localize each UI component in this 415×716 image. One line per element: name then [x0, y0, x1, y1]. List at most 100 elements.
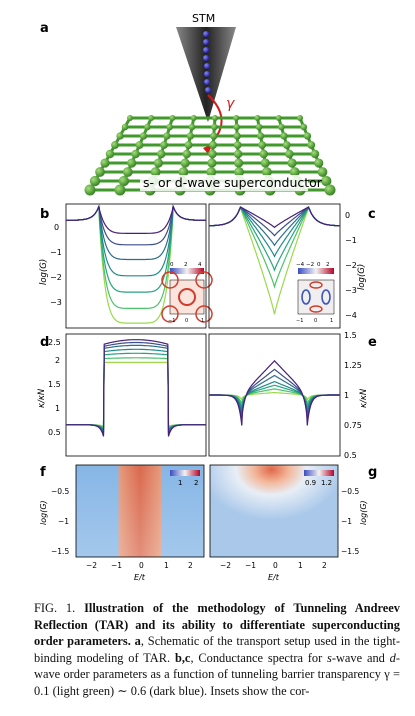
lattice-atom	[260, 158, 270, 168]
f-ytick-1: −1	[58, 517, 69, 526]
d-ylabel: κ/κN	[37, 388, 47, 408]
e-ytick-2: 1	[344, 391, 349, 400]
lattice-atom	[285, 149, 294, 159]
c-inset-tick-1: −2	[306, 262, 314, 268]
f-ylabel: log(G)	[39, 500, 48, 525]
lattice-atom	[139, 132, 148, 140]
lattice-atom	[178, 167, 189, 177]
panel-b-curves	[66, 204, 206, 324]
lattice-atom	[234, 167, 244, 177]
c-ylabel: log(G)	[357, 264, 367, 290]
c-inset-tick-2: 0	[317, 262, 321, 268]
lattice-atom	[234, 158, 244, 168]
caption-bc-text-2: -wave and	[331, 650, 390, 665]
lattice-atom	[233, 149, 243, 159]
panel-g-xticks: −2 −1 0 1 2	[220, 561, 327, 570]
lattice-atom	[210, 132, 218, 140]
c-ytick-4: −4	[345, 311, 357, 320]
lattice-atom	[188, 123, 196, 131]
b-ylabel: log(G)	[39, 259, 49, 285]
b-ytick-0: 0	[54, 223, 59, 232]
panel-d-curves	[66, 339, 206, 437]
panel-c-inset: −4 −2 0 2 −1 0 1	[296, 262, 335, 324]
f-xlabel: E/t	[134, 573, 146, 582]
lattice-atom	[282, 141, 291, 149]
panel-label-b: b	[40, 207, 49, 222]
f-xtick-1: −1	[111, 561, 122, 570]
panel-c-plot: 0 −1 −2 −3 −4 log(G) −4 −2 0 2 −1 0 1	[208, 203, 367, 329]
b-series-line	[66, 204, 206, 234]
d-series-line	[66, 348, 206, 432]
panel-label-c: c	[368, 207, 376, 222]
lattice-atom	[254, 115, 261, 121]
panel-d-yticks: 0.5 1 1.5 2 2.5	[48, 338, 61, 437]
panel-label-d: d	[40, 335, 49, 350]
f-xtick-2: 0	[139, 561, 144, 570]
c-inset-tick-3: 2	[326, 262, 330, 268]
g-cbar-tick-1: 1.2	[321, 479, 332, 487]
figure-caption: FIG. 1. Illustration of the methodology …	[34, 600, 400, 700]
lattice-atom	[105, 149, 115, 159]
lattice-atom	[186, 132, 194, 140]
b-ytick-3: −3	[50, 298, 62, 307]
panel-c-yticks: 0 −1 −2 −3 −4	[345, 211, 357, 320]
tip-atom-chain	[203, 31, 211, 93]
lattice-atom	[163, 132, 171, 140]
panel-d-frame	[65, 333, 207, 457]
gamma-label: γ	[226, 96, 235, 112]
b-inset-tick-2: 4	[198, 262, 202, 268]
b-inset-axis-0: −1	[168, 318, 175, 324]
lattice-atom	[169, 115, 176, 121]
lattice-atom	[131, 149, 140, 159]
f-xtick-4: 2	[188, 561, 193, 570]
e-series-line	[209, 388, 340, 406]
lattice-atom	[262, 167, 272, 177]
c-inset-axis-2: 1	[330, 318, 333, 324]
panel-c-frame	[208, 203, 341, 329]
lattice-atom	[209, 141, 218, 149]
lattice-atom	[321, 175, 332, 187]
lattice-atom	[212, 115, 218, 121]
c-inset-axis-0: −1	[296, 318, 303, 324]
lattice-atom	[233, 132, 241, 140]
panel-e-curves	[209, 359, 340, 426]
substrate-label-box	[140, 175, 308, 191]
f-ytick-2: −1.5	[51, 547, 69, 556]
lattice-atom	[208, 149, 217, 159]
lattice-atom	[207, 158, 217, 168]
g-cbar-tick-0: 0.9	[305, 479, 316, 487]
figure-canvas: a STM γ s- or d-wave superconductor b 0 …	[37, 12, 377, 582]
d-series-line	[66, 357, 206, 430]
lattice-atom	[233, 115, 240, 121]
panel-e-plot: 0.5 0.75 1 1.25 1.5 κ/κN	[208, 331, 369, 460]
b-inset-axis-2: 1	[201, 318, 204, 324]
f-ytick-0: −0.5	[51, 487, 69, 496]
lattice-atom	[258, 141, 267, 149]
lattice-atom	[255, 123, 263, 131]
panel-g-yticks: −0.5 −1 −1.5	[341, 487, 359, 556]
d-series-line	[66, 344, 206, 434]
lattice-atom	[280, 132, 288, 140]
lattice-atom	[314, 158, 324, 168]
b-inset-tick-0: 0	[170, 262, 174, 268]
panel-f-xticks: −2 −1 0 1 2	[86, 561, 193, 570]
caption-s-wave: s	[327, 650, 332, 665]
panel-b-inset: 0 2 4 −1 0 1	[161, 262, 213, 324]
lattice-atom	[166, 123, 173, 131]
lattice-atom	[148, 115, 155, 121]
lattice-atom	[324, 184, 336, 196]
caption-a-text: , Schematic of the transport setup used …	[34, 634, 400, 665]
g-xtick-1: −1	[245, 561, 256, 570]
panel-f-yticks: −0.5 −1 −1.5	[51, 487, 69, 556]
b-inset-tick-1: 2	[184, 262, 188, 268]
b-ytick-2: −2	[50, 273, 62, 282]
g-ytick-1: −1	[341, 517, 352, 526]
c-series-line	[209, 206, 340, 229]
g-xtick-3: 1	[298, 561, 303, 570]
lattice-atom	[135, 141, 144, 149]
f-xtick-3: 1	[164, 561, 169, 570]
panel-label-g: g	[368, 465, 377, 480]
lattice-atom	[100, 158, 110, 168]
d-ytick-0: 0.5	[48, 428, 61, 437]
panel-b-frame	[65, 203, 207, 329]
